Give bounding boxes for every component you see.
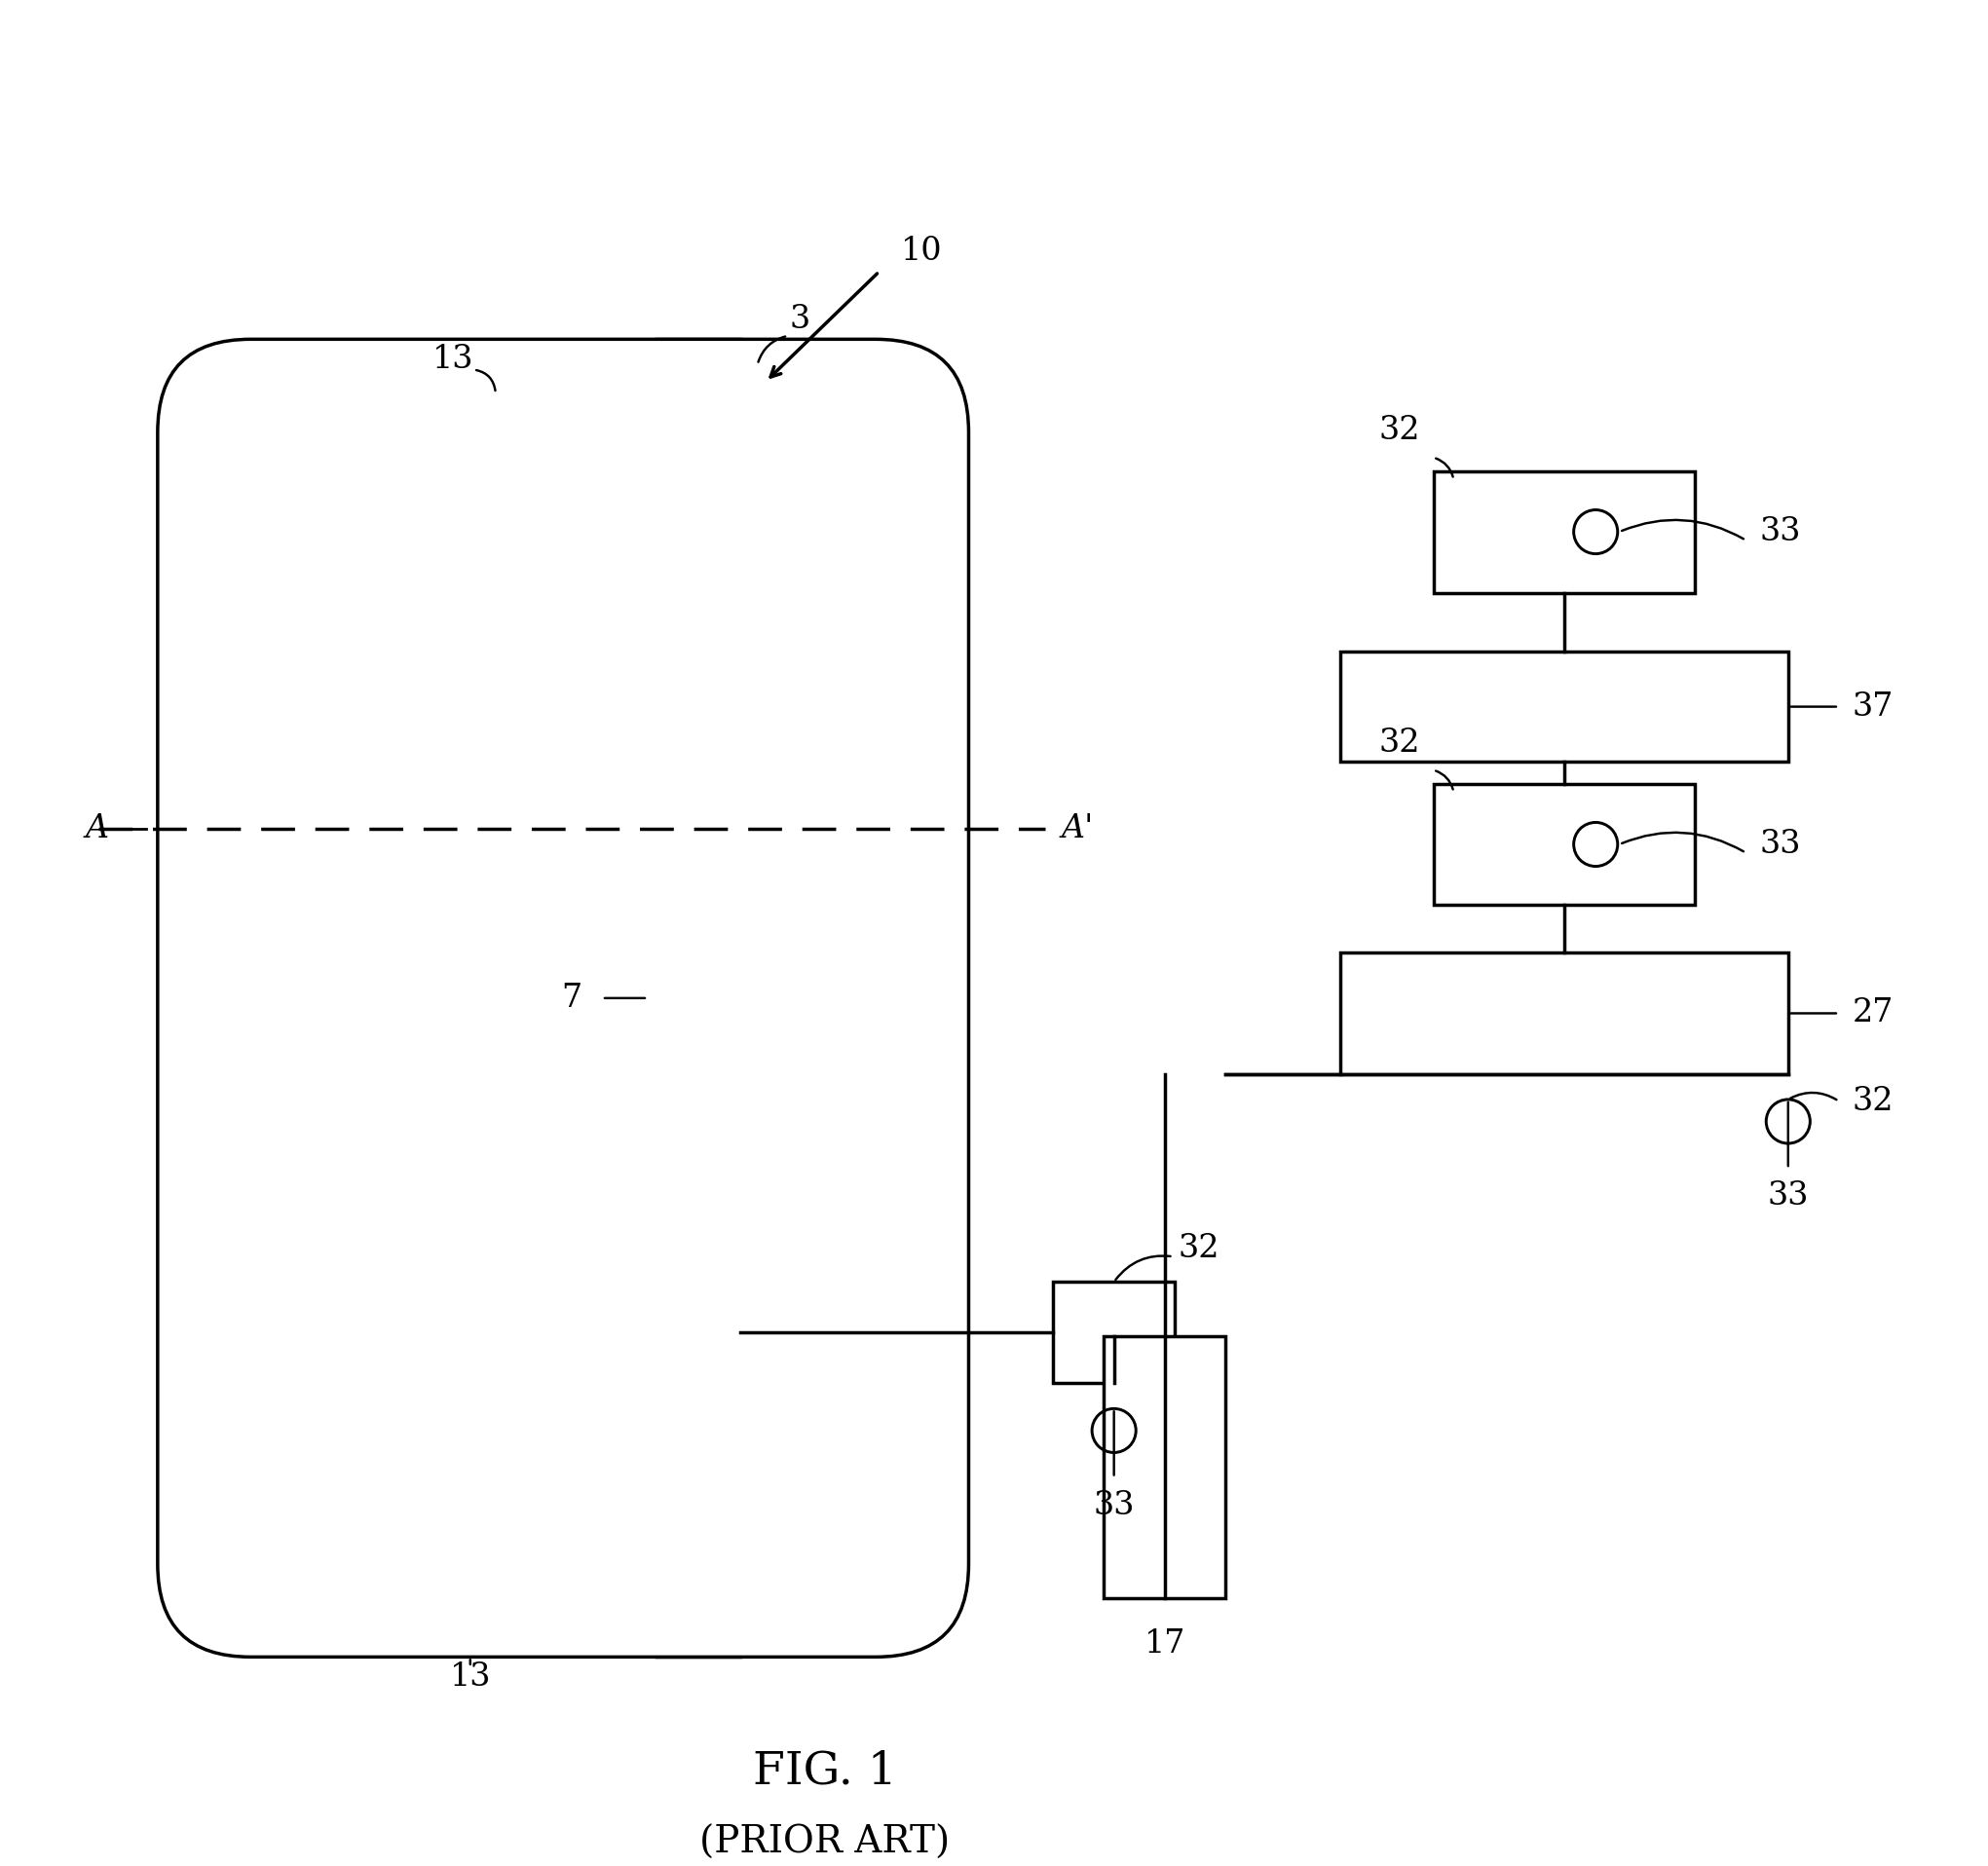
Bar [1054,1282,1175,1383]
Bar [1433,784,1696,905]
Text: A': A' [1062,814,1093,845]
Text: (PRIOR ART): (PRIOR ART) [700,1825,950,1860]
Bar [1340,651,1787,761]
Text: 37: 37 [1853,690,1895,722]
Text: 33: 33 [1093,1489,1135,1521]
Text: 17: 17 [1143,1629,1185,1659]
Text: 32: 32 [1179,1233,1219,1263]
Text: A: A [85,814,109,845]
Text: 33: 33 [1759,829,1801,860]
Text: 13: 13 [449,1661,491,1692]
Bar [1340,952,1787,1075]
Text: 32: 32 [1378,414,1419,446]
Text: 33: 33 [1767,1181,1809,1211]
Bar [656,340,742,1657]
Bar [1433,470,1696,593]
Text: 3: 3 [789,304,809,334]
Text: 32: 32 [1378,728,1419,758]
FancyBboxPatch shape [157,340,968,1657]
Text: 27: 27 [1853,998,1895,1028]
Text: 13: 13 [433,343,473,375]
Text: FIG. 1: FIG. 1 [753,1750,897,1793]
Text: 10: 10 [901,235,942,267]
Text: 32: 32 [1853,1086,1895,1116]
Text: 33: 33 [1759,517,1801,547]
Text: 7: 7 [561,983,582,1013]
Bar [1103,1336,1225,1597]
